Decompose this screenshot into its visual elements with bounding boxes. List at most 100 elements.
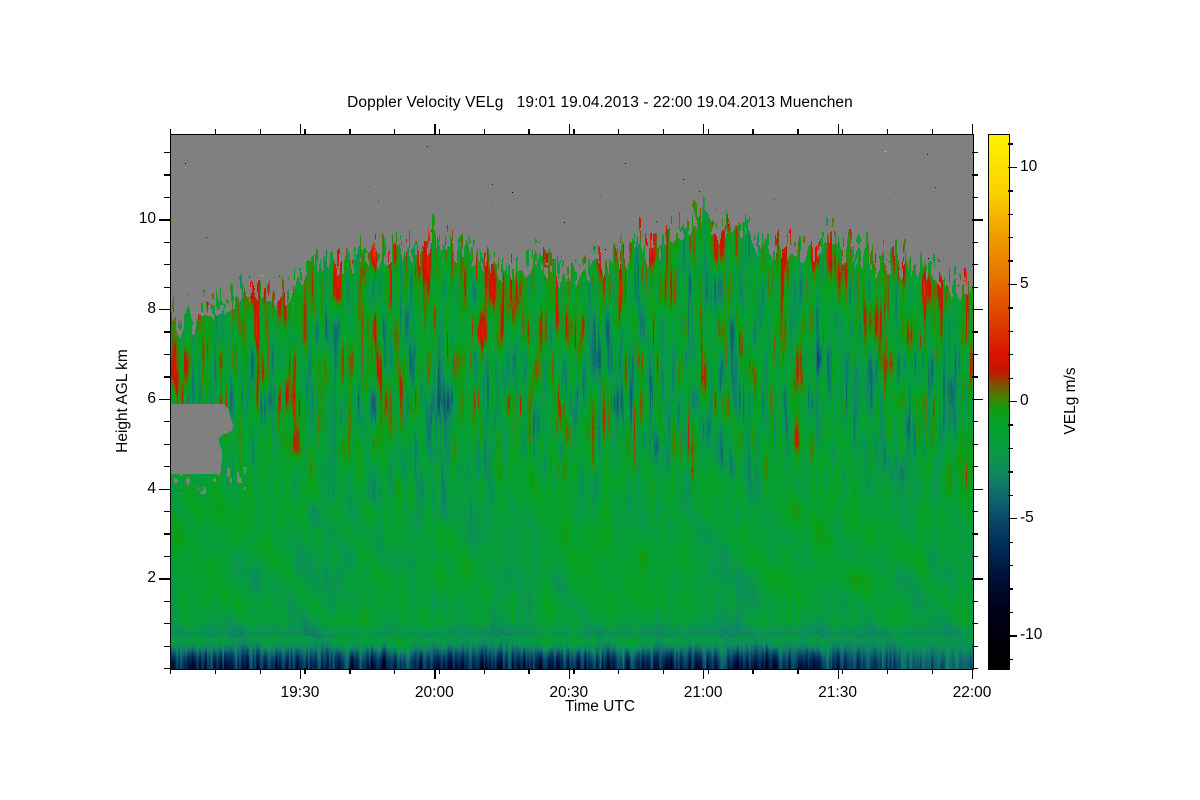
- y-tick-label: 4: [147, 479, 156, 497]
- colorbar-minor-tick: [1008, 190, 1013, 192]
- y-major-tick: [159, 578, 170, 580]
- colorbar-minor-tick: [1008, 260, 1013, 262]
- y-minor-tick-right: [972, 623, 978, 625]
- x-tick-label: 19:30: [280, 684, 320, 701]
- x-major-tick-top: [568, 124, 571, 135]
- colorbar-major-tick: [1008, 283, 1017, 286]
- colorbar-minor-tick: [1008, 471, 1013, 473]
- plot-area: [170, 134, 974, 670]
- x-minor-tick-top: [528, 129, 530, 135]
- x-minor-tick: [304, 668, 306, 674]
- y-minor-tick-right: [972, 510, 978, 513]
- colorbar-minor-tick: [1008, 330, 1013, 333]
- y-tick-label: 10: [138, 210, 156, 228]
- x-minor-tick: [752, 668, 754, 674]
- y-major-tick-right: [972, 578, 983, 580]
- x-minor-tick: [886, 668, 889, 674]
- y-minor-tick-right: [972, 466, 978, 468]
- x-tick-label: 21:00: [683, 684, 723, 701]
- x-tick-label: 20:30: [549, 684, 589, 701]
- x-major-tick: [972, 668, 974, 679]
- x-major-tick: [299, 668, 302, 679]
- x-minor-tick: [170, 668, 172, 674]
- x-minor-tick-top: [214, 129, 217, 135]
- x-minor-tick: [931, 668, 933, 674]
- x-minor-tick-top: [752, 129, 754, 135]
- colorbar-minor-tick: [1008, 307, 1013, 309]
- colorbar-minor-tick: [1008, 494, 1013, 496]
- x-minor-tick: [707, 668, 709, 674]
- y-minor-tick: [164, 555, 170, 558]
- y-minor-tick-right: [972, 443, 978, 445]
- x-minor-tick-top: [573, 129, 575, 135]
- y-minor-tick: [164, 533, 170, 535]
- y-minor-tick: [164, 286, 170, 288]
- y-minor-tick: [164, 174, 170, 176]
- y-minor-tick-right: [972, 421, 978, 423]
- chart-title: Doppler Velocity VELg 19:01 19.04.2013 -…: [347, 94, 853, 111]
- x-tick-label: 22:00: [952, 684, 992, 701]
- y-minor-tick-right: [972, 331, 978, 333]
- colorbar-minor-tick: [1008, 354, 1013, 356]
- colorbar-minor-tick: [1008, 377, 1013, 379]
- doppler-velocity-heatmap: [171, 135, 973, 669]
- x-major-tick-top: [434, 124, 436, 135]
- x-minor-tick-top: [170, 129, 172, 135]
- x-major-tick-top: [703, 124, 705, 135]
- y-major-tick: [159, 309, 170, 311]
- y-tick-label: 2: [147, 569, 156, 587]
- x-minor-tick-top: [483, 129, 485, 135]
- y-minor-tick-right: [972, 555, 978, 558]
- colorbar-minor-tick: [1008, 541, 1013, 543]
- colorbar-minor-tick: [1008, 237, 1013, 239]
- y-minor-tick-right: [972, 533, 978, 535]
- colorbar-tick-label: 10: [1020, 157, 1038, 175]
- y-minor-tick: [164, 196, 170, 199]
- x-major-tick-top: [299, 124, 302, 135]
- x-minor-tick: [214, 668, 217, 674]
- x-major-tick: [703, 668, 705, 679]
- y-minor-tick: [164, 151, 170, 154]
- colorbar-tick-label: -10: [1020, 626, 1043, 644]
- colorbar-gradient: [989, 135, 1009, 669]
- colorbar-major-tick: [1008, 635, 1017, 637]
- y-minor-tick-right: [972, 600, 978, 602]
- colorbar-minor-tick: [1008, 424, 1013, 426]
- y-major-tick: [159, 398, 170, 401]
- y-major-tick-right: [972, 219, 983, 221]
- y-minor-tick: [164, 264, 170, 266]
- x-minor-tick-top: [797, 129, 799, 135]
- x-minor-tick-top: [931, 129, 933, 135]
- x-minor-tick: [797, 668, 799, 674]
- y-axis-title: Height AGL km: [114, 349, 131, 453]
- x-minor-tick: [259, 668, 261, 674]
- colorbar-minor-tick: [1008, 564, 1013, 567]
- x-tick-label: 21:30: [818, 684, 857, 701]
- y-minor-tick: [164, 668, 170, 670]
- y-minor-tick: [164, 241, 170, 243]
- x-minor-tick-top: [438, 129, 441, 135]
- x-minor-tick: [618, 668, 620, 674]
- colorbar-minor-tick: [1008, 447, 1013, 450]
- y-minor-tick: [164, 623, 170, 625]
- y-major-tick-right: [972, 309, 983, 311]
- y-minor-tick: [164, 645, 170, 647]
- x-minor-tick: [394, 668, 396, 674]
- x-minor-tick: [438, 668, 441, 674]
- x-minor-tick: [842, 668, 844, 674]
- y-minor-tick: [164, 600, 170, 602]
- y-minor-tick-right: [972, 174, 978, 176]
- x-minor-tick: [528, 668, 530, 674]
- y-minor-tick-right: [972, 196, 978, 199]
- y-minor-tick-right: [972, 668, 978, 670]
- x-major-tick: [434, 668, 436, 679]
- x-major-tick-top: [972, 124, 974, 135]
- y-minor-tick-right: [972, 376, 978, 378]
- colorbar-minor-tick: [1008, 143, 1013, 145]
- x-minor-tick-top: [886, 129, 889, 135]
- y-minor-tick: [164, 353, 170, 356]
- y-major-tick-right: [972, 398, 983, 401]
- y-minor-tick: [164, 421, 170, 423]
- x-minor-tick-top: [842, 129, 844, 135]
- x-minor-tick-top: [618, 129, 620, 135]
